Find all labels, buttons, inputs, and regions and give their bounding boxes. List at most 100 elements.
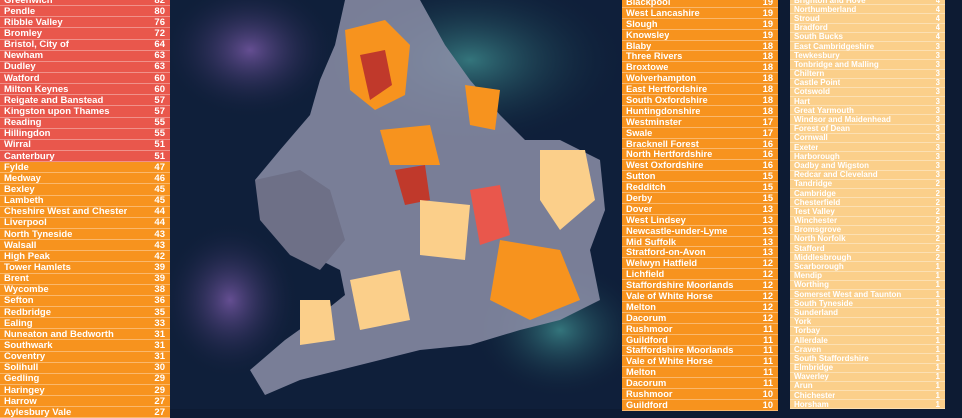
district-value: 55 [154,128,165,140]
district-name: Hillingdon [4,128,51,140]
table-row: Redditch 15 [622,182,778,194]
district-name: North Tyneside [4,228,73,240]
district-value: 18 [762,40,773,51]
wales-outline [255,170,345,270]
table-row: Cheshire West and Chester 44 [0,206,170,218]
district-value: 13 [762,247,773,258]
district-name: Blackpool [626,0,671,7]
district-name: South Staffordshire [794,353,869,363]
district-name: Harrow [4,395,37,407]
district-value: 11 [763,345,773,356]
district-value: 19 [762,18,773,29]
table-row: Fylde 47 [0,162,170,174]
table-row: South Bucks 4 [790,32,945,42]
district-name: Great Yarmouth [794,105,854,115]
district [470,185,510,245]
district-name: Dacorum [626,378,667,389]
table-row: Swale 17 [622,128,778,139]
district-value: 18 [762,105,773,116]
table-row: York 1 [790,317,945,327]
district-name: Test Valley [794,206,835,216]
table-column: Blackpool 19 West Lancashire 19 Slough 19 Know… [622,0,778,411]
table-row: Rushmoor 10 [622,389,778,400]
district-value: 3 [935,41,940,51]
district-name: Hart [794,96,811,106]
district-value: 1 [935,372,940,382]
table-row: Staffordshire Moorlands 11 [622,345,778,357]
district-name: Craven [794,344,822,354]
table-row: Guildford 11 [622,335,778,346]
district-value: 63 [154,50,165,62]
district-name: Chiltern [794,69,825,79]
district-value: 1 [935,280,940,290]
table-row: Southwark 31 [0,340,170,352]
district-value: 1 [935,390,940,400]
table-row: Harrow 27 [0,395,170,408]
district-value: 3 [935,142,940,152]
table-row: Horsham 1 [790,400,945,410]
district-name: Stratford-on-Avon [626,247,706,258]
district-value: 64 [154,39,165,51]
table-row: West Lancashire 19 [622,8,778,19]
decoration [160,220,300,380]
table-row: Mid Suffolk 13 [622,237,778,248]
district-value: 39 [154,261,165,273]
district-name: Knowsley [626,29,670,40]
district [465,85,500,130]
district-name: Brent [4,273,29,285]
district-value: 31 [154,351,165,363]
district-value: 12 [762,301,773,312]
district-name: Redditch [626,182,666,193]
district-value: 1 [935,271,940,281]
district-value: 1 [935,326,940,336]
table-row: Windsor and Maidenhead 3 [790,115,945,125]
district-value: 1 [935,363,940,373]
district-name: Sutton [626,171,656,182]
district-name: Milton Keynes [4,83,69,95]
table-row: Castle Point 3 [790,78,945,88]
district-name: South Bucks [794,32,843,42]
table-row: Westminster 17 [622,117,778,128]
decoration [160,0,340,120]
table-row: North Tyneside 43 [0,228,170,241]
district-name: Redbridge [4,306,51,318]
district-value: 3 [935,160,940,170]
district-value: 1 [935,381,940,391]
district-name: Dover [626,203,653,214]
table-row: Dudley 63 [0,61,170,73]
district-value: 13 [762,225,773,236]
district-value: 3 [935,59,940,69]
district-value: 18 [762,62,773,73]
table-row: Brent 39 [0,273,170,285]
district-name: Derby [626,192,653,203]
district-value: 45 [154,195,165,207]
district-name: Redcar and Cleveland [794,170,878,180]
table-row: Reigate and Banstead 57 [0,95,170,107]
district-value: 72 [154,28,165,39]
table-row: Blaby 18 [622,41,778,52]
district-name: Pendle [4,5,36,17]
table-row: Bradford 4 [790,23,945,33]
table-row: Newcastle-under-Lyme 13 [622,226,778,237]
district-name: Sefton [4,295,34,307]
district-name: Huntingdonshire [626,105,701,116]
table-row: Melton 11 [622,367,778,379]
district-name: Nuneaton and Bedworth [4,328,114,340]
table-row: Test Valley 2 [790,206,945,217]
district-value: 51 [154,139,165,151]
district-value: 30 [154,362,165,374]
district-value: 12 [762,312,773,323]
district-name: Torbay [794,326,821,336]
district-value: 1 [935,317,940,327]
district-name: Solihull [4,362,39,374]
district-name: Cheshire West and Chester [4,206,128,218]
table-row: Lichfield 12 [622,269,778,281]
district-value: 80 [154,5,165,17]
districts [300,20,595,345]
table-row: Tonbridge and Malling 3 [790,59,945,70]
district-name: Guildford [626,334,668,345]
table-row: Ribble Valley 76 [0,17,170,29]
table-row: Staffordshire Moorlands 12 [622,280,778,292]
district-name: Castle Point [794,78,841,88]
table-row: Broxtowe 18 [622,62,778,74]
